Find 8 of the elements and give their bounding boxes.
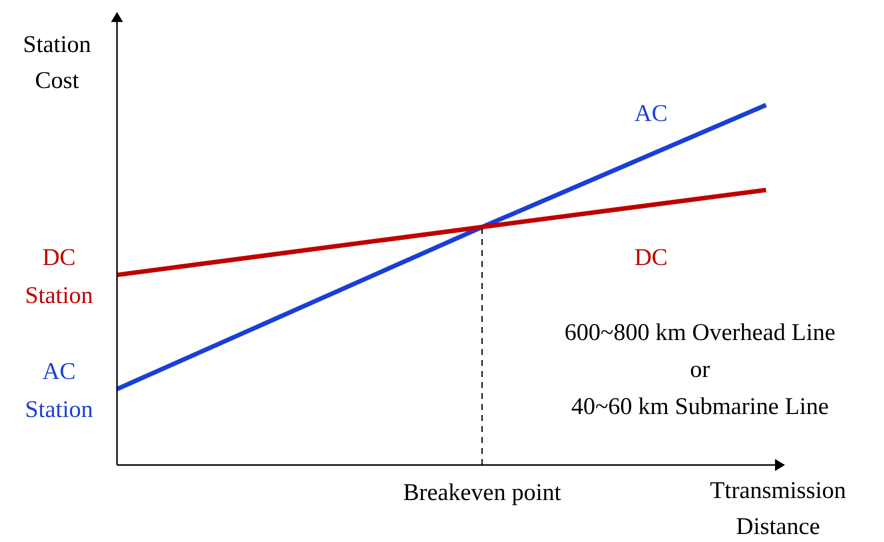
series-label: DC (634, 244, 668, 271)
x-axis-title: Ttransmission Distance (710, 478, 846, 540)
y-axis-title: Station Cost (22, 32, 92, 94)
annotation: 600~800 km Overhead Line or 40~60 km Submarine Line (564, 320, 836, 420)
series-label: AC (634, 101, 668, 127)
text: DC Station (24, 244, 94, 309)
text: AC Station (24, 359, 94, 424)
annotation: Breakeven point (403, 480, 562, 506)
